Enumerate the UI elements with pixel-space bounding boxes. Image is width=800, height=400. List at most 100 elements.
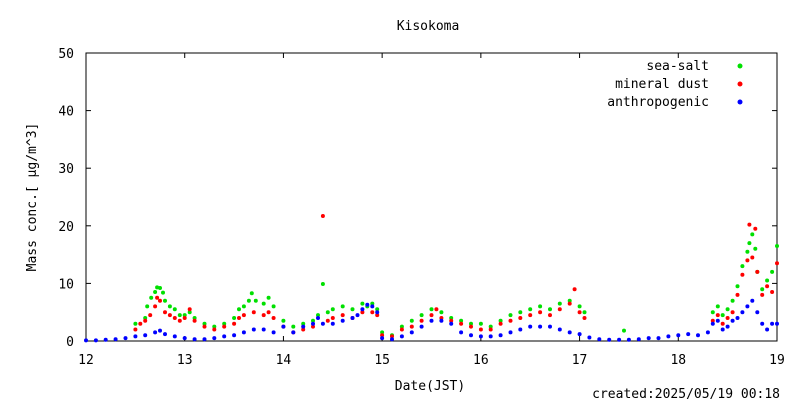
data-point	[725, 324, 730, 329]
data-point	[172, 334, 177, 339]
data-point	[469, 333, 473, 338]
data-point	[222, 334, 227, 339]
data-point	[133, 327, 138, 332]
data-point	[375, 313, 380, 318]
x-tick-label: 13	[177, 353, 193, 368]
data-point	[557, 301, 562, 306]
data-point	[750, 232, 755, 237]
x-tick-label: 14	[276, 353, 292, 368]
data-point	[212, 336, 217, 341]
data-point	[172, 307, 177, 312]
data-point	[355, 313, 360, 318]
data-point	[775, 244, 779, 248]
data-point	[735, 316, 740, 320]
data-point	[449, 316, 454, 320]
data-point	[607, 337, 612, 342]
data-point	[301, 327, 306, 332]
data-point	[745, 249, 750, 254]
data-point	[449, 321, 454, 326]
data-point	[518, 310, 523, 315]
data-point	[281, 324, 286, 329]
data-point	[666, 334, 671, 339]
data-point	[715, 304, 720, 309]
data-point	[311, 324, 315, 329]
data-point	[508, 330, 513, 335]
created-timestamp: created:2025/05/19 00:18	[592, 387, 780, 400]
data-point	[212, 324, 217, 329]
data-point	[720, 327, 725, 332]
data-point	[143, 318, 148, 323]
data-point	[365, 302, 370, 307]
data-point	[469, 321, 473, 326]
data-point	[617, 337, 622, 342]
data-point	[360, 301, 365, 306]
data-point	[301, 324, 306, 329]
data-point	[202, 324, 207, 329]
data-point	[158, 298, 162, 303]
data-point	[232, 333, 237, 338]
data-point	[745, 258, 750, 263]
data-point	[577, 304, 582, 309]
data-point	[760, 287, 765, 292]
x-axis-label: Date(JST)	[395, 379, 465, 394]
data-point	[177, 318, 182, 323]
data-point	[291, 330, 296, 335]
y-axis-label: Mass conc.[ μg/m^3]	[25, 123, 40, 272]
data-point	[770, 269, 775, 274]
data-point	[232, 321, 237, 326]
data-point	[439, 316, 444, 320]
x-tick-label: 15	[374, 353, 390, 368]
data-point	[340, 313, 345, 318]
data-point	[760, 321, 765, 326]
data-point	[753, 246, 758, 251]
data-point	[725, 316, 730, 320]
data-point	[370, 304, 375, 309]
data-point	[271, 316, 276, 320]
x-tick-label: 19	[769, 353, 785, 368]
data-point	[434, 307, 439, 312]
data-point	[182, 316, 187, 320]
data-point	[320, 214, 325, 218]
data-point	[409, 330, 414, 335]
data-point	[380, 336, 385, 341]
data-point	[488, 327, 493, 332]
data-point	[587, 335, 592, 340]
chart-title: Kisokoma	[397, 19, 460, 34]
data-point	[143, 316, 148, 320]
data-point	[720, 321, 725, 326]
data-point	[740, 272, 745, 277]
data-point	[765, 327, 770, 332]
data-point	[271, 330, 276, 335]
data-point	[528, 313, 533, 318]
legend-label: mineral dust	[615, 77, 709, 92]
data-point	[538, 304, 543, 309]
data-point	[770, 290, 775, 294]
data-point	[163, 332, 167, 337]
data-point	[459, 318, 464, 323]
data-point	[167, 313, 172, 318]
data-point	[750, 255, 755, 260]
data-point	[246, 298, 251, 303]
data-point	[320, 282, 325, 286]
data-point	[113, 337, 118, 342]
data-point	[686, 332, 691, 337]
data-point	[755, 310, 760, 315]
data-point	[148, 313, 153, 318]
data-point	[582, 316, 587, 320]
data-point	[636, 337, 641, 342]
data-point	[266, 310, 271, 315]
data-point	[149, 295, 154, 300]
data-point	[775, 261, 779, 266]
data-point	[419, 324, 424, 329]
data-point	[747, 222, 752, 227]
y-tick-label: 10	[58, 277, 74, 292]
data-point	[187, 307, 192, 312]
data-point	[93, 338, 98, 343]
data-point	[557, 327, 562, 332]
data-point	[153, 330, 158, 335]
data-point	[459, 330, 464, 335]
data-point	[725, 307, 730, 312]
legend-marker	[737, 63, 743, 69]
data-point	[271, 304, 276, 309]
data-point	[133, 334, 138, 339]
